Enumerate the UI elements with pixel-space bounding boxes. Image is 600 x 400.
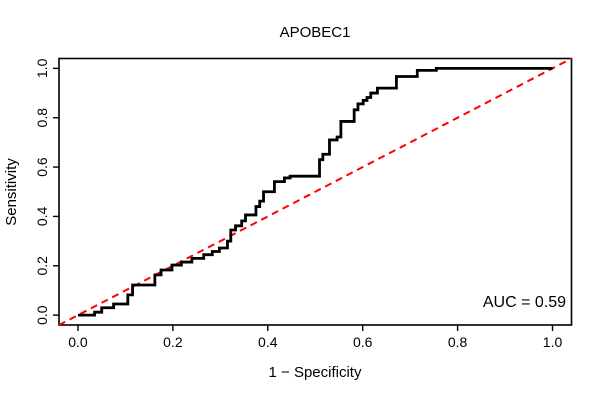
y-tick-label: 0.2: [34, 256, 50, 276]
y-tick-label: 0.8: [34, 108, 50, 128]
y-tick-label: 0.0: [34, 305, 50, 325]
y-axis: 0.0 0.2 0.4 0.6 0.8 1.0: [34, 58, 59, 325]
y-tick-label: 1.0: [34, 58, 50, 78]
y-tick-label: 0.4: [34, 206, 50, 226]
auc-annotation: AUC = 0.59: [483, 294, 566, 311]
x-tick-label: 0.4: [258, 334, 278, 350]
roc-curve-line: [77, 66, 553, 317]
y-tick-label: 0.6: [34, 157, 50, 177]
x-tick-label: 0.6: [353, 334, 373, 350]
x-tick-label: 0.2: [163, 334, 183, 350]
x-axis-title: 1 − Specificity: [269, 364, 362, 381]
x-tick-label: 0.8: [448, 334, 468, 350]
x-axis: 0.0 0.2 0.4 0.6 0.8 1.0: [68, 325, 562, 350]
x-tick-label: 0.0: [68, 334, 88, 350]
chart-title: APOBEC1: [280, 24, 351, 41]
plot-box: [58, 57, 573, 326]
x-tick-label: 1.0: [543, 334, 563, 350]
chance-diagonal-line: [58, 57, 572, 326]
y-axis-title: Sensitivity: [3, 158, 20, 226]
